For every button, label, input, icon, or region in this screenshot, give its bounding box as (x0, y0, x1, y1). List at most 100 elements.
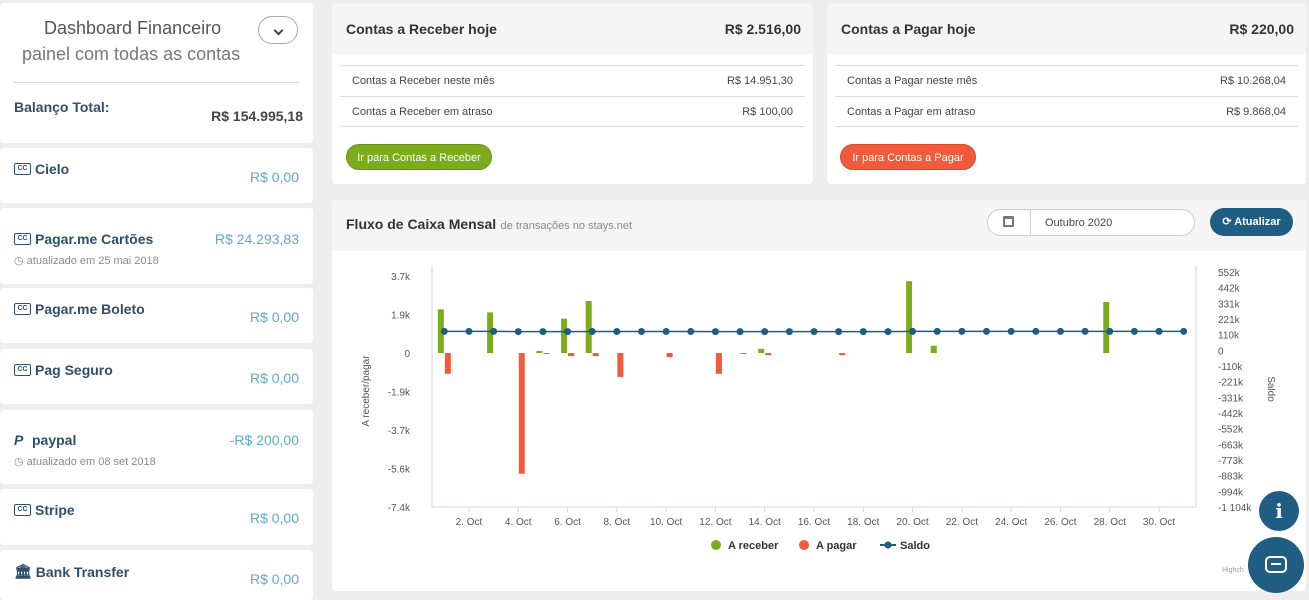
sidebar-title: Dashboard Financeiro (44, 18, 221, 39)
x-tick-label: 16. Oct (798, 517, 830, 528)
x-tick-label: 28. Oct (1094, 517, 1126, 528)
account-value: R$ 24.293,83 (215, 231, 299, 247)
credit-card-icon: CC (14, 364, 31, 376)
sidebar-subtitle: painel com todas as contas (22, 44, 240, 65)
saldo-point (1057, 328, 1064, 335)
x-tick-label: 26. Oct (1044, 517, 1076, 528)
y2-tick-label: 442k (1218, 284, 1241, 295)
refresh-icon: ⟳ (1222, 216, 1234, 228)
x-tick-label: 30. Oct (1143, 517, 1175, 528)
cashflow-panel: Fluxo de Caixa Mensal de transações no s… (332, 200, 1306, 591)
clock-icon: ◷ (14, 456, 27, 468)
chart-credit: Highch (1222, 567, 1244, 574)
account-name: paypal (32, 432, 76, 448)
info-button[interactable]: i (1259, 491, 1299, 531)
row-label: Contas a Receber em atraso (352, 106, 493, 118)
bar-a-receber (758, 349, 764, 353)
y2-axis-title: Saldo (1265, 376, 1276, 402)
saldo-point (1032, 328, 1039, 335)
legend-symbol (711, 540, 721, 550)
saldo-point (564, 328, 571, 335)
y-axis-title: A receber/pagar (361, 355, 372, 427)
bar-a-receber (586, 301, 592, 353)
saldo-point (835, 328, 842, 335)
y2-tick-label: -1 104k (1218, 503, 1252, 514)
account-name: Stripe (35, 502, 75, 518)
x-tick-label: 2. Oct (456, 517, 483, 528)
x-tick-label: 6. Oct (554, 517, 581, 528)
collapse-button[interactable] (258, 16, 298, 44)
y-tick-label: -1.9k (388, 388, 411, 399)
bar-a-pagar (519, 353, 525, 474)
row-value: R$ 14.951,30 (727, 75, 793, 87)
saldo-point (687, 328, 694, 335)
bar-a-pagar (716, 353, 722, 374)
clock-icon: ◷ (14, 255, 27, 267)
saldo-point (712, 328, 719, 335)
bar-a-pagar (593, 353, 599, 356)
y2-tick-label: -773k (1218, 456, 1244, 467)
bar-a-pagar (617, 353, 623, 377)
x-tick-label: 22. Oct (946, 517, 978, 528)
refresh-button[interactable]: ⟳ Atualizar (1210, 208, 1293, 236)
paypal-icon: P (14, 432, 28, 448)
go-to-receivable-button[interactable]: Ir para Contas a Receber (346, 144, 492, 170)
saldo-point (1106, 328, 1113, 335)
y-tick-label: 1.9k (391, 311, 411, 322)
table-row: Contas a Receber neste mês R$ 14.951,30 (340, 65, 805, 96)
row-label: Contas a Receber neste mês (352, 75, 494, 87)
account-value: R$ 0,00 (250, 370, 299, 386)
table-row: Contas a Receber em atraso R$ 100,00 (340, 96, 805, 127)
payable-panel: Contas a Pagar hoje R$ 220,00 Contas a P… (827, 3, 1306, 184)
bar-a-pagar (568, 353, 574, 356)
receivable-title: Contas a Receber hoje (346, 21, 497, 37)
go-to-payable-button[interactable]: Ir para Contas a Pagar (840, 144, 976, 170)
saldo-point (909, 328, 916, 335)
legend-label: Saldo (900, 540, 930, 552)
x-tick-label: 4. Oct (505, 517, 532, 528)
y-tick-label: 3.7k (391, 272, 411, 283)
account-name: Bank Transfer (36, 564, 129, 580)
saldo-point (983, 328, 990, 335)
saldo-point (638, 328, 645, 335)
credit-card-icon: CC (14, 233, 31, 245)
y2-tick-label: -110k (1218, 362, 1243, 373)
bar-a-pagar (445, 353, 451, 374)
x-tick-label: 18. Oct (847, 517, 879, 528)
bar-a-pagar (741, 353, 747, 354)
bar-a-pagar (667, 353, 673, 357)
x-tick-label: 14. Oct (749, 517, 781, 528)
y-tick-label: -7.4k (388, 503, 411, 514)
chat-button[interactable] (1248, 537, 1304, 593)
saldo-point (1131, 328, 1138, 335)
y2-tick-label: -442k (1218, 409, 1244, 420)
saldo-point (465, 328, 472, 335)
y2-tick-label: 331k (1218, 299, 1241, 310)
bank-icon: 🏛 (14, 563, 32, 580)
payable-amount: R$ 220,00 (1229, 21, 1294, 37)
receivable-panel: Contas a Receber hoje R$ 2.516,00 Contas… (332, 3, 813, 184)
credit-card-icon: CC (14, 504, 31, 516)
saldo-point (934, 328, 941, 335)
account-updated: atualizado em 25 mai 2018 (27, 255, 159, 267)
month-picker[interactable]: Outubro 2020 (987, 209, 1195, 236)
legend-label: A pagar (816, 540, 857, 552)
row-value: R$ 9.868,04 (1226, 106, 1286, 118)
credit-card-icon: CC (14, 303, 31, 315)
saldo-point (1008, 328, 1015, 335)
legend-symbol (885, 542, 892, 549)
account-card-bank-transfer[interactable]: 🏛Bank Transfer R$ 0,00 (0, 550, 313, 600)
legend-symbol (799, 540, 809, 550)
row-value: R$ 100,00 (742, 106, 793, 118)
saldo-point (515, 328, 522, 335)
bar-a-pagar (543, 353, 549, 354)
chevron-down-icon (273, 26, 283, 36)
y2-tick-label: -994k (1218, 487, 1244, 498)
cashflow-chart: 3.7k1.9k0-1.9k-3.7k-5.6k-7.4k552k442k331… (332, 251, 1306, 591)
